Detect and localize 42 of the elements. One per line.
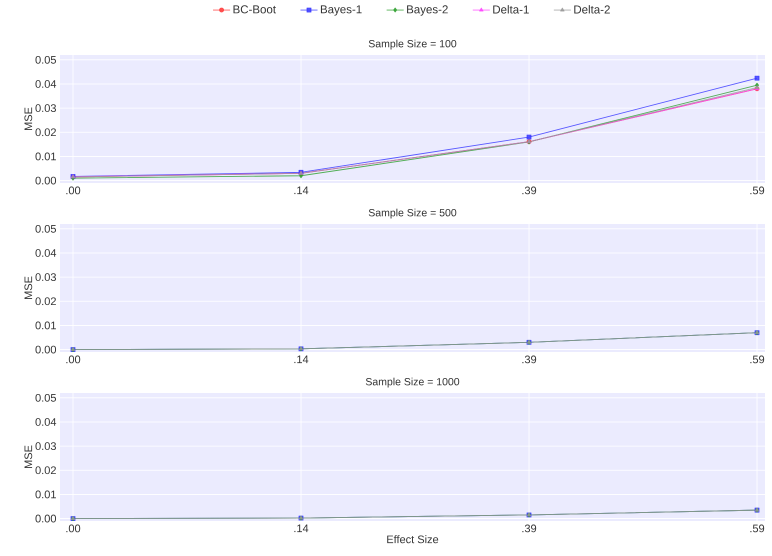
y-tick-label: 0.02 — [35, 466, 56, 474]
x-tick-label: .14 — [294, 524, 308, 532]
x-tick-label: .59 — [750, 524, 764, 532]
y-tick-label: 0.05 — [35, 224, 56, 233]
legend-label: Bayes-2 — [407, 5, 448, 16]
legend-label: Bayes-1 — [320, 5, 362, 16]
y-axis-title: MSE — [24, 446, 32, 468]
y-tick-label: 0.00 — [35, 514, 56, 522]
x-tick-label: .00 — [66, 356, 80, 364]
x-axis-title: Effect Size — [387, 535, 438, 544]
x-tick-label: .00 — [66, 186, 80, 194]
legend-label: Delta-1 — [493, 5, 529, 14]
chart-title: Sample Size = 100 — [368, 40, 456, 50]
y-axis-title: MSE — [24, 108, 32, 130]
x-tick-label: .39 — [522, 524, 536, 532]
y-axis-title: MSE — [24, 276, 32, 299]
y-tick-label: 0.04 — [35, 80, 56, 88]
y-tick-label: 0.02 — [35, 128, 56, 136]
x-tick-label: .39 — [522, 356, 536, 364]
x-tick-label: .00 — [66, 524, 80, 532]
y-tick-label: 0.01 — [35, 322, 56, 330]
x-tick-label: .59 — [750, 356, 764, 364]
x-tick-label: .14 — [294, 186, 308, 194]
y-tick-label: 0.01 — [35, 490, 56, 498]
y-tick-label: 0.00 — [35, 176, 56, 184]
chart-title: Sample Size = 1000 — [366, 378, 460, 388]
y-tick-label: 0.05 — [35, 56, 56, 64]
y-tick-label: 0.03 — [35, 104, 56, 112]
y-tick-label: 0.01 — [35, 152, 56, 160]
y-tick-label: 0.04 — [35, 249, 56, 257]
x-tick-label: .39 — [522, 186, 536, 194]
y-tick-label: 0.02 — [35, 297, 56, 306]
x-tick-label: .14 — [294, 356, 308, 364]
chart-title: Sample Size = 500 — [368, 208, 456, 218]
y-tick-label: 0.05 — [35, 394, 56, 402]
legend-label: BC-Boot — [233, 5, 276, 14]
y-tick-label: 0.04 — [35, 418, 56, 426]
legend-label: Delta-2 — [574, 5, 610, 14]
y-tick-label: 0.03 — [35, 442, 56, 450]
y-tick-label: 0.00 — [35, 346, 56, 354]
y-tick-label: 0.03 — [35, 273, 56, 282]
x-tick-label: .59 — [750, 186, 764, 194]
